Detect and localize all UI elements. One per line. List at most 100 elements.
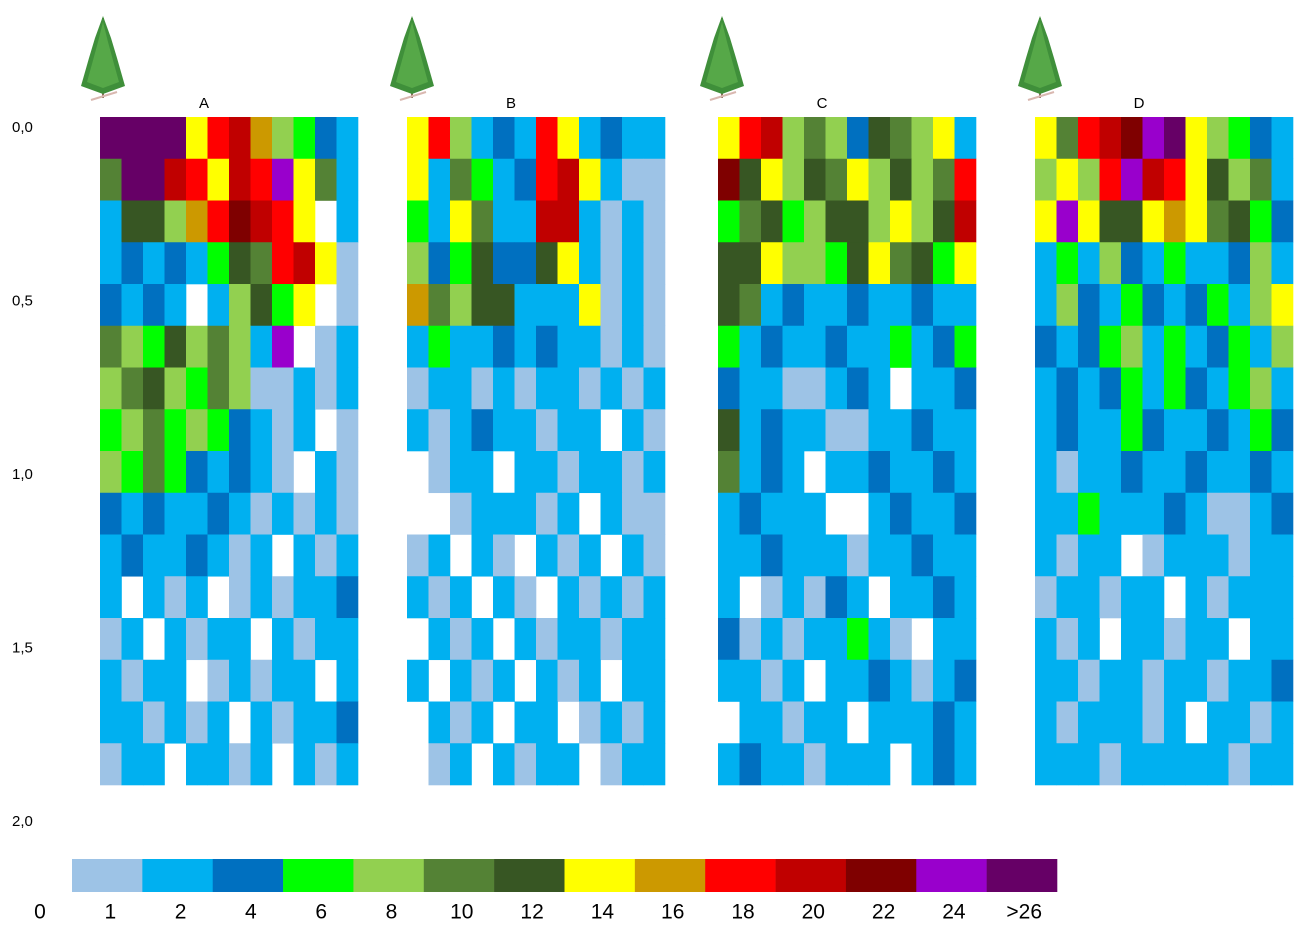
heat-cell bbox=[428, 576, 451, 619]
heat-cell bbox=[164, 158, 187, 201]
heat-cell bbox=[100, 701, 122, 744]
heat-cell bbox=[1099, 451, 1122, 494]
heat-cell bbox=[143, 200, 165, 243]
heat-cell bbox=[643, 659, 666, 702]
heat-cell bbox=[622, 367, 644, 410]
colorbar-swatch bbox=[283, 859, 354, 892]
heat-cell bbox=[1121, 367, 1143, 410]
heat-cell bbox=[1271, 367, 1294, 410]
heat-cell bbox=[100, 576, 122, 619]
heat-cell bbox=[1121, 158, 1143, 201]
heat-cell bbox=[954, 158, 977, 201]
heat-cell bbox=[428, 367, 451, 410]
heat-cell bbox=[1035, 284, 1057, 327]
y-tick-label: 1,0 bbox=[12, 466, 33, 483]
heat-cell bbox=[868, 659, 891, 702]
heat-cell bbox=[207, 325, 230, 368]
heat-cell bbox=[1035, 325, 1057, 368]
heat-cell bbox=[643, 743, 666, 786]
heat-cell bbox=[272, 367, 294, 410]
heat-cell bbox=[1228, 659, 1251, 702]
heat-cell bbox=[911, 409, 934, 452]
heat-cell bbox=[1121, 325, 1143, 368]
heat-cell bbox=[718, 158, 740, 201]
heat-cell bbox=[1078, 618, 1100, 661]
heat-cell bbox=[600, 492, 623, 535]
heat-cell bbox=[1228, 242, 1251, 285]
heat-cell bbox=[847, 200, 869, 243]
heat-cell bbox=[557, 576, 580, 619]
heat-cell bbox=[514, 743, 537, 786]
heat-cell bbox=[1250, 284, 1272, 327]
heat-cell bbox=[229, 534, 251, 577]
heat-cell bbox=[890, 618, 912, 661]
heat-cell bbox=[336, 367, 359, 410]
heat-cell bbox=[1250, 701, 1272, 744]
heat-cell bbox=[293, 743, 316, 786]
heat-cell bbox=[121, 158, 144, 201]
heat-cell bbox=[1271, 492, 1294, 535]
heat-cell bbox=[407, 158, 429, 201]
heat-cell bbox=[911, 325, 934, 368]
heat-cell bbox=[207, 200, 230, 243]
panel-title: A bbox=[199, 95, 209, 112]
heat-cell bbox=[1035, 451, 1057, 494]
heat-cell bbox=[1056, 325, 1079, 368]
heat-cell bbox=[100, 367, 122, 410]
heat-cell bbox=[493, 284, 515, 327]
heat-cell bbox=[336, 451, 359, 494]
heat-cell bbox=[293, 409, 316, 452]
heat-cell bbox=[825, 451, 848, 494]
heat-cell bbox=[186, 743, 208, 786]
heat-cell bbox=[207, 534, 230, 577]
heat-cell bbox=[1035, 576, 1057, 619]
heat-cell bbox=[1056, 743, 1079, 786]
heat-cell bbox=[1035, 492, 1057, 535]
heat-cell bbox=[186, 325, 208, 368]
heat-cell bbox=[164, 451, 187, 494]
heat-cell bbox=[761, 492, 783, 535]
heat-cell bbox=[1056, 659, 1079, 702]
heat-cell bbox=[557, 200, 580, 243]
colorbar-label: >26 bbox=[1006, 901, 1042, 924]
heat-cell bbox=[293, 618, 316, 661]
heat-cell bbox=[293, 158, 316, 201]
heat-cell bbox=[933, 284, 955, 327]
heat-cell bbox=[954, 325, 977, 368]
heat-cell bbox=[536, 117, 558, 160]
heat-cell bbox=[825, 117, 848, 160]
heat-cell bbox=[933, 325, 955, 368]
heat-cell bbox=[911, 492, 934, 535]
heat-cell bbox=[1207, 367, 1229, 410]
heat-cell bbox=[579, 325, 601, 368]
heat-cell bbox=[450, 618, 472, 661]
heat-cell bbox=[1164, 325, 1186, 368]
heat-cell bbox=[933, 409, 955, 452]
heat-cell bbox=[954, 409, 977, 452]
heat-cell bbox=[557, 534, 580, 577]
heat-cell bbox=[1142, 158, 1165, 201]
heat-cell bbox=[739, 451, 762, 494]
heat-cell bbox=[622, 492, 644, 535]
heat-cell bbox=[933, 659, 955, 702]
heat-cell bbox=[1142, 200, 1165, 243]
heat-cell bbox=[782, 492, 805, 535]
heat-cell bbox=[1035, 743, 1057, 786]
heat-cell bbox=[1250, 576, 1272, 619]
heat-cell bbox=[1185, 284, 1208, 327]
heat-cell bbox=[471, 409, 494, 452]
heat-cell bbox=[1099, 659, 1122, 702]
heat-cell bbox=[336, 701, 359, 744]
heat-cell bbox=[804, 284, 826, 327]
heat-cell bbox=[1250, 451, 1272, 494]
heat-cell bbox=[1121, 200, 1143, 243]
heat-cell bbox=[847, 534, 869, 577]
heat-cell bbox=[718, 576, 740, 619]
heat-cell bbox=[868, 117, 891, 160]
heat-cell bbox=[825, 367, 848, 410]
heat-cell bbox=[250, 576, 273, 619]
heat-cell bbox=[1035, 409, 1057, 452]
heat-cell bbox=[493, 117, 515, 160]
heat-cell bbox=[336, 659, 359, 702]
heat-cell bbox=[1056, 284, 1079, 327]
